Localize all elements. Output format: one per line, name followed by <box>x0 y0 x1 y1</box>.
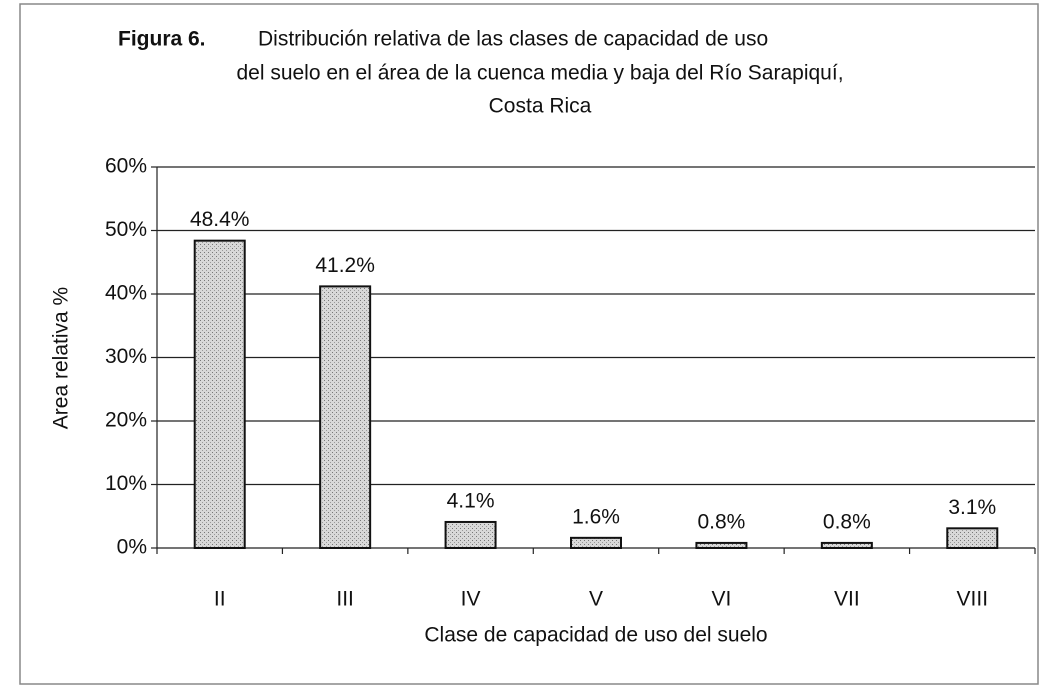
y-tick-label: 20% <box>105 409 147 432</box>
x-tick-label: VIII <box>957 588 989 611</box>
y-tick-label: 50% <box>105 218 147 241</box>
bar <box>319 285 372 549</box>
data-label: 1.6% <box>572 505 620 528</box>
chart-title: Costa Rica <box>489 95 592 118</box>
y-tick-label: 60% <box>105 155 147 178</box>
data-label: 0.8% <box>823 510 871 533</box>
chart-title: Distribución relativa de las clases de c… <box>258 28 768 51</box>
bar <box>695 541 748 549</box>
data-label: 4.1% <box>447 490 495 513</box>
data-label: 0.8% <box>697 510 745 533</box>
data-label: 41.2% <box>315 254 375 277</box>
y-tick-label: 40% <box>105 282 147 305</box>
chart-title: del suelo en el área de la cuenca media … <box>236 62 843 85</box>
x-tick-label: IV <box>461 588 481 611</box>
bar <box>193 239 246 549</box>
x-tick-label: VI <box>712 588 732 611</box>
y-axis-label: Area relativa % <box>50 287 73 429</box>
bar <box>946 527 999 550</box>
x-tick-label: III <box>336 588 354 611</box>
frame <box>19 3 1039 685</box>
bar <box>820 541 873 549</box>
bar <box>570 536 622 550</box>
title-label: Figura 6. <box>118 28 206 51</box>
x-axis-label: Clase de capacidad de uso del suelo <box>424 624 767 647</box>
y-tick-label: 30% <box>105 345 147 368</box>
bar <box>444 520 497 550</box>
x-tick-label: VII <box>834 588 860 611</box>
data-label: 48.4% <box>190 208 250 231</box>
x-tick-label: V <box>589 588 603 611</box>
y-tick-label: 0% <box>117 536 147 559</box>
data-label: 3.1% <box>948 496 996 519</box>
x-tick-label: II <box>214 588 226 611</box>
y-tick-label: 10% <box>105 472 147 495</box>
